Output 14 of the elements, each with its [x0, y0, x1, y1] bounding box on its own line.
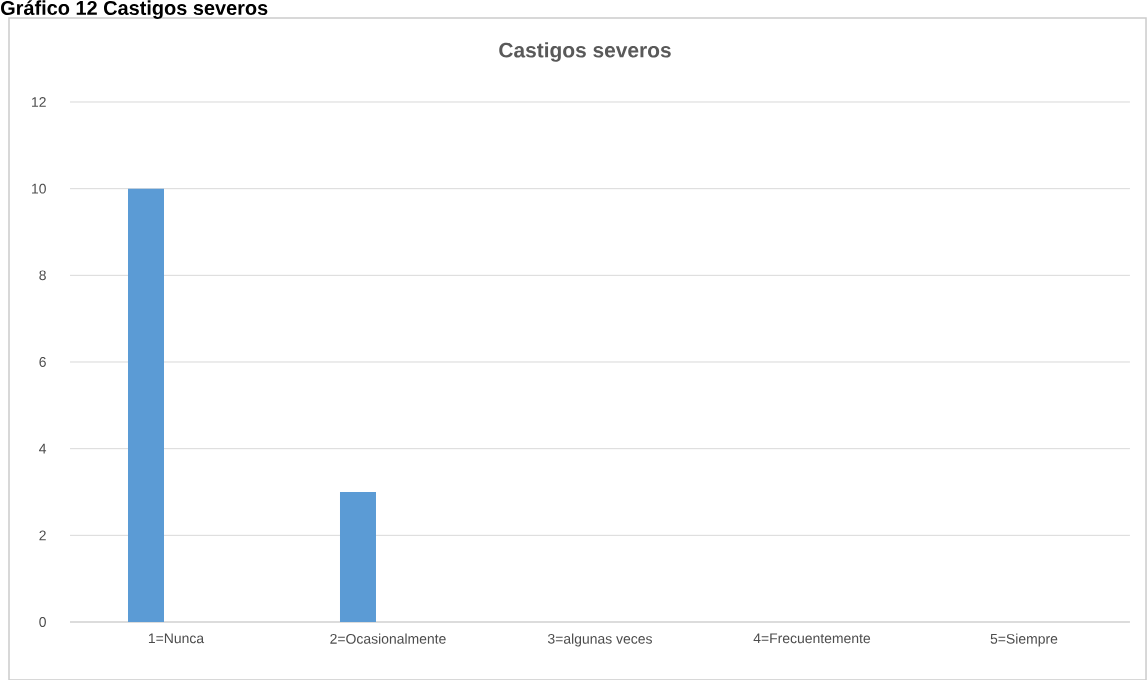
x-tick-label: 3=algunas veces [547, 633, 652, 647]
y-tick-label: 10 [32, 183, 46, 194]
x-tick-label: 4=Frecuentemente [753, 633, 871, 644]
chart-title: Castigos severos [499, 42, 671, 62]
y-tick-label: 2 [39, 530, 46, 541]
text: Gráfico 12 Castigos severos [1, 0, 268, 20]
y-tick-label: 6 [39, 357, 46, 367]
y-tick-label: 0 [39, 617, 46, 627]
y-tick-label: 12 [32, 97, 46, 107]
y-tick-label: 4 [39, 443, 47, 454]
x-tick-label: 5=Siempre [990, 633, 1058, 647]
x-tick-label: 1=Nunca [148, 633, 205, 644]
y-tick-label: 8 [39, 270, 46, 281]
x-tick-label: 2=Ocasionalmente [330, 633, 446, 644]
